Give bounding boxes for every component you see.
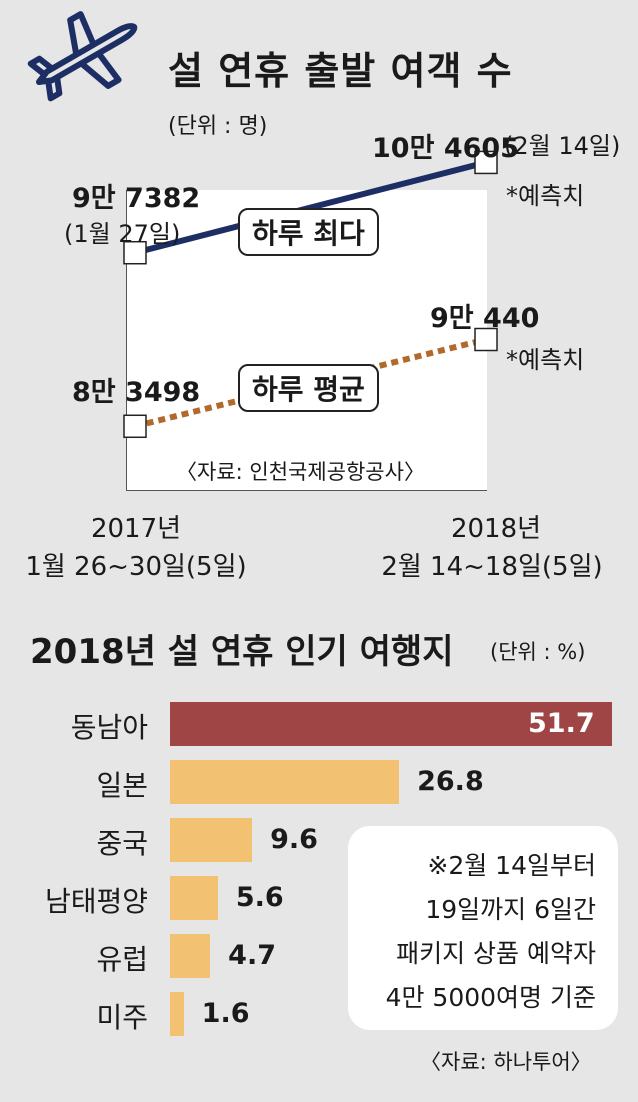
- unit-label: (단위 : 명): [168, 114, 268, 139]
- bar-value-label: 51.7: [528, 708, 595, 739]
- avg-2017-value-label: 8만 3498: [72, 377, 201, 408]
- category-label: 유럽: [96, 943, 148, 976]
- bar: [170, 934, 211, 978]
- bar: [170, 702, 612, 746]
- note-line: 19일까지 6일간: [425, 895, 596, 924]
- series-label-avg: 하루 평균: [238, 364, 379, 412]
- max-2018-date-label: (2월 14일): [504, 132, 621, 160]
- x-tick-2018-range: 2월 14~18일(5일): [381, 552, 603, 582]
- bar: [170, 876, 218, 920]
- x-tick-2017-range: 1월 26~30일(5일): [25, 552, 247, 582]
- data-point-marker: [123, 414, 147, 439]
- max-2017-value-label: 9만 7382: [72, 183, 201, 214]
- airplane-icon: [27, 11, 138, 102]
- bar: [170, 760, 400, 804]
- category-label: 미주: [96, 1001, 148, 1034]
- category-label: 중국: [96, 827, 148, 860]
- data-point-marker: [123, 240, 147, 265]
- line-chart: [123, 150, 498, 439]
- forecast-note-max: *예측치: [506, 182, 585, 210]
- bar: [170, 818, 253, 862]
- forecast-note-avg: *예측치: [506, 346, 585, 374]
- chart-title-2: 2018년 설 연휴 인기 여행지: [30, 632, 454, 672]
- data-point-marker: [474, 327, 498, 352]
- note-line: 패키지 상품 예약자: [396, 939, 596, 968]
- bar-value-label: 9.6: [270, 824, 318, 855]
- chart-title: 설 연휴 출발 여객 수: [168, 49, 513, 93]
- max-2018-value-label: 10만 4605: [372, 133, 519, 164]
- bar-value-label: 26.8: [417, 766, 484, 797]
- x-tick-2017-year: 2017년: [90, 514, 182, 544]
- bar-value-label: 1.6: [201, 998, 250, 1029]
- source-label-1: 〈자료: 인천국제공항공사〉: [176, 460, 425, 484]
- category-label: 일본: [96, 769, 148, 802]
- bar-value-label: 4.7: [228, 940, 277, 971]
- max-2017-date-label: (1월 27일): [64, 220, 181, 248]
- source-label-2: 〈자료: 하나투어〉: [420, 1050, 592, 1074]
- note-box: ※2월 14일부터 19일까지 6일간 패키지 상품 예약자 4만 5000여명…: [348, 826, 618, 1030]
- bar-value-label: 5.6: [235, 882, 284, 913]
- x-tick-2018-year: 2018년: [450, 514, 542, 544]
- note-line: ※2월 14일부터: [427, 851, 596, 880]
- bar: [170, 992, 184, 1036]
- category-label: 남태평양: [44, 885, 148, 918]
- unit-label-2: (단위 : %): [490, 640, 586, 664]
- data-point-marker: [474, 150, 498, 175]
- avg-2018-value-label: 9만 440: [430, 303, 540, 334]
- note-line: 4만 5000여명 기준: [385, 983, 596, 1012]
- series-line-max: [134, 159, 487, 256]
- series-label-max: 하루 최다: [238, 208, 379, 256]
- category-label: 동남아: [70, 711, 148, 744]
